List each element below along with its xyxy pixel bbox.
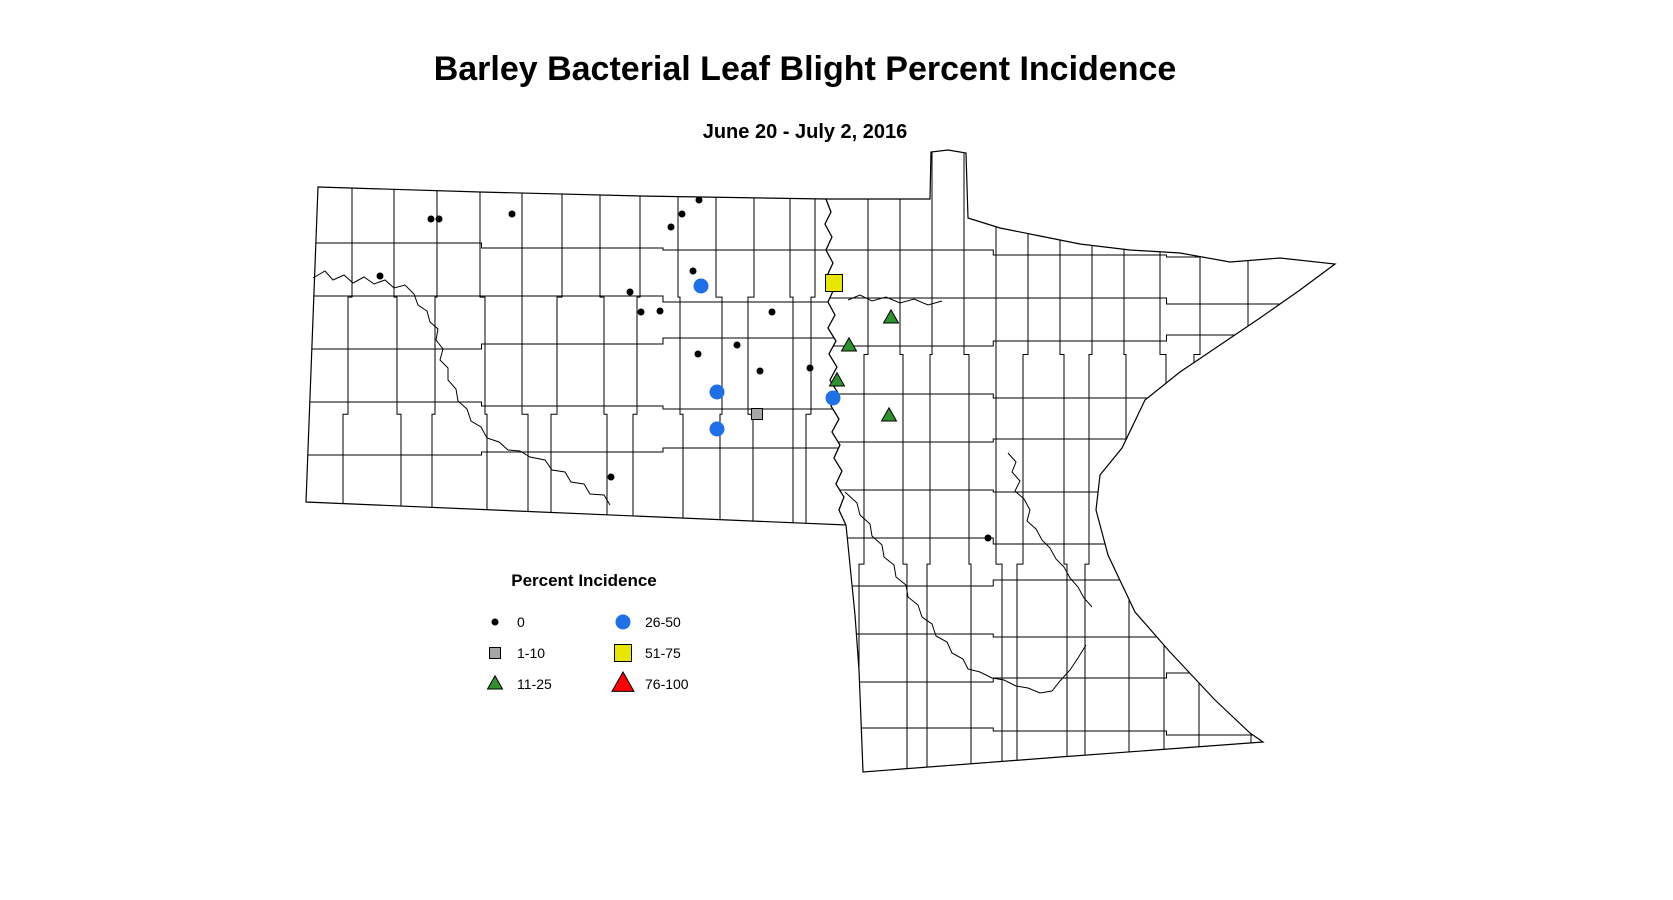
county-line: [479, 187, 488, 525]
yellow-square-symbol-icon: [614, 643, 632, 662]
rivers: [312, 270, 1093, 694]
legend-item-label: 11-25: [517, 675, 552, 692]
county-line: [1084, 150, 1093, 772]
county-line: [899, 150, 908, 772]
mississippi-river: [1007, 452, 1093, 608]
county-line: [858, 150, 869, 772]
minnesota-river: [844, 491, 1087, 694]
legend-item-label: 1-10: [517, 644, 546, 661]
incidence-markers: [376, 196, 992, 542]
county-line: [926, 150, 933, 772]
county-line: [306, 447, 846, 456]
marker-0: [435, 215, 443, 223]
legend-items: 0 1-10 11-25 26-50 51-75 76-100: [482, 606, 738, 699]
county-line: [677, 187, 684, 525]
county-line: [1247, 150, 1252, 772]
legend-item-label: 0: [517, 613, 525, 630]
county-line: [306, 242, 846, 251]
marker-0: [626, 288, 634, 296]
county-line: [747, 187, 755, 525]
marker-0: [508, 210, 516, 218]
legend: Percent Incidence 0 1-10 11-25 26-50 51-…: [468, 571, 738, 699]
legend-item-0: 0: [482, 609, 610, 635]
marker-0: [656, 307, 664, 315]
county-line: [550, 187, 563, 525]
marker-11-25: [882, 308, 900, 324]
county-line: [825, 727, 1335, 736]
minnesota-county-lines: [825, 150, 1335, 772]
county-line: [789, 187, 794, 525]
county-line: [632, 187, 641, 525]
legend-item-label: 76-100: [645, 675, 689, 692]
county-line: [1059, 150, 1068, 772]
marker-1-10: [751, 408, 763, 420]
county-line: [963, 150, 972, 772]
county-line: [995, 150, 1003, 772]
marker-26-50: [693, 278, 709, 294]
marker-51-75: [825, 274, 843, 292]
minnesota-outline: [824, 149, 1337, 773]
legend-item-1-10: 1-10: [482, 640, 610, 666]
county-line: [599, 187, 608, 525]
county-line: [342, 187, 353, 525]
marker-0: [984, 534, 992, 542]
missouri-river: [312, 270, 611, 506]
marker-0: [733, 341, 741, 349]
marker-11-25: [828, 371, 846, 387]
legend-item-label: 26-50: [645, 613, 681, 630]
red-triangle-symbol-icon: [611, 670, 635, 692]
page-title: Barley Bacterial Leaf Blight Percent Inc…: [433, 50, 1177, 88]
marker-11-25: [840, 336, 858, 352]
subtitle: June 20 - July 2, 2016: [702, 121, 908, 143]
marker-26-50: [825, 390, 841, 406]
blue-circle-symbol-icon: [615, 614, 631, 629]
marker-0: [376, 272, 384, 280]
marker-26-50: [709, 384, 725, 400]
county-line: [521, 187, 529, 525]
north-dakota-county-lines: [306, 187, 846, 525]
marker-0: [694, 350, 702, 358]
county-line: [825, 297, 1335, 305]
marker-11-25: [880, 406, 898, 422]
county-line: [1016, 150, 1029, 772]
legend-item-26-50: 26-50: [610, 609, 738, 635]
marker-0: [689, 267, 697, 275]
legend-item-51-75: 51-75: [610, 640, 738, 666]
marker-0: [756, 367, 764, 375]
county-line: [825, 249, 1335, 258]
marker-0: [667, 223, 675, 231]
marker-0: [806, 364, 814, 372]
north-dakota-outline: [305, 186, 847, 526]
marker-0: [607, 473, 615, 481]
county-line: [306, 295, 846, 303]
legend-item-11-25: 11-25: [482, 671, 610, 697]
dot-symbol-icon: [491, 618, 499, 625]
legend-item-76-100: 76-100: [610, 670, 738, 697]
county-line: [825, 334, 1335, 347]
marker-0: [637, 308, 645, 316]
marker-0: [427, 215, 435, 223]
marker-0: [678, 210, 686, 218]
county-line: [805, 187, 816, 525]
red-lake-river: [847, 294, 943, 306]
green-triangle-symbol-icon: [486, 674, 504, 690]
county-line: [306, 401, 846, 410]
county-line: [431, 187, 438, 525]
marker-0: [768, 308, 776, 316]
gray-square-symbol-icon: [489, 646, 501, 659]
legend-item-label: 51-75: [645, 644, 681, 661]
marker-0: [695, 196, 703, 204]
marker-26-50: [709, 421, 725, 437]
county-line: [306, 337, 846, 350]
county-line: [393, 187, 402, 525]
legend-title: Percent Incidence: [511, 571, 657, 590]
